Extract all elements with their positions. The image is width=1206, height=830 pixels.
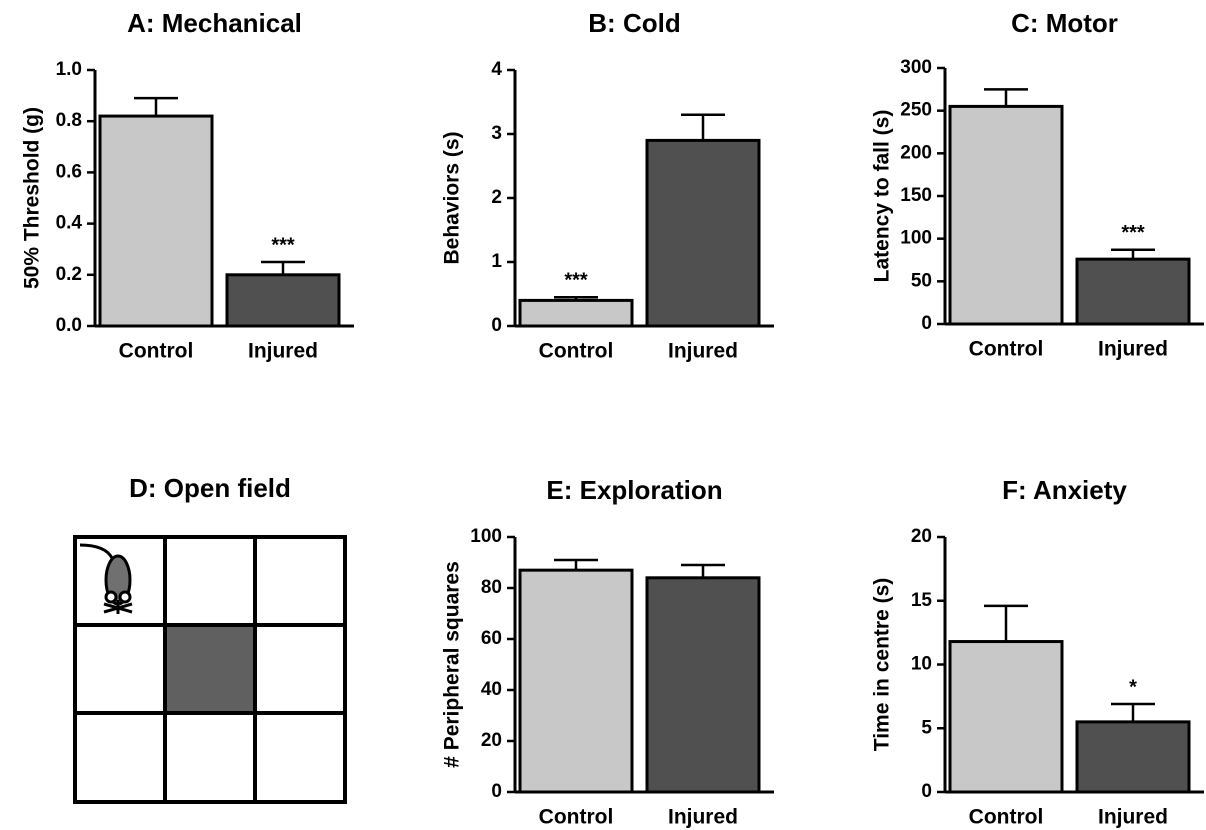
y-tick-label: 4 [491,59,502,80]
y-axis-label: Latency to fall (s) [871,110,894,283]
y-tick-label: 10 [911,654,932,675]
x-tick-label: Control [539,806,614,829]
x-tick-label: Injured [1098,338,1168,361]
bar [520,300,632,326]
open-field-diagram [75,537,345,802]
y-tick-label: 1 [491,251,502,272]
y-tick-label: 0.4 [56,213,83,234]
y-tick-label: 40 [481,679,502,700]
page: D: Open field A: Mechanical 50% Threshold… [0,0,1206,830]
bar [647,140,759,326]
y-tick-label: 20 [911,526,932,547]
bar [520,570,632,792]
y-tick-label: 200 [900,142,932,163]
x-tick-label: Control [969,338,1044,361]
y-tick-label: 5 [921,717,932,738]
x-tick-label: Control [539,340,614,363]
bar [227,275,339,326]
x-tick-label: Injured [248,340,318,363]
y-axis-label: 50% Threshold (g) [21,107,44,289]
bar [950,642,1062,792]
y-axis-label: Behaviors (s) [441,131,464,264]
y-tick-label: 0 [491,315,502,336]
y-tick-label: 100 [470,526,502,547]
x-tick-label: Injured [1098,806,1168,829]
y-tick-label: 0.6 [56,161,82,182]
panel-title: D: Open field [129,473,291,503]
panel-title: A: Mechanical [127,8,302,38]
y-tick-label: 0.0 [56,315,82,336]
y-tick-label: 0.2 [56,264,82,285]
y-tick-label: 20 [481,730,502,751]
y-tick-label: 80 [481,577,502,598]
x-tick-label: Injured [668,806,738,829]
y-tick-label: 100 [900,228,932,249]
panel-title: E: Exploration [546,475,722,505]
x-tick-label: Control [969,806,1044,829]
y-tick-label: 0 [921,313,932,334]
y-tick-label: 15 [911,590,933,611]
y-tick-label: 60 [481,628,502,649]
bar [100,116,212,326]
bar [647,578,759,792]
mouse-ear [106,592,116,602]
y-tick-label: 300 [900,57,932,78]
y-axis-label: # Peripheral squares [441,561,464,768]
mouse-ear [120,592,130,602]
y-tick-label: 250 [900,100,932,121]
mouse-icon [80,545,132,614]
significance-label: * [1129,676,1137,698]
x-tick-label: Injured [668,340,738,363]
y-tick-label: 0 [921,781,932,802]
figure: D: Open field A: Mechanical 50% Threshold… [0,0,1206,830]
y-tick-label: 3 [491,123,502,144]
bar [1077,259,1189,324]
y-tick-label: 1.0 [56,59,82,80]
mouse-tail [80,545,112,558]
y-axis-label: Time in centre (s) [871,578,894,752]
bar [1077,722,1189,792]
panel-title: F: Anxiety [1002,475,1127,505]
x-tick-label: Control [119,340,194,363]
centre-square [165,625,255,713]
y-tick-label: 0 [491,781,502,802]
y-tick-label: 50 [911,270,932,291]
significance-label: *** [1121,222,1145,244]
panel-title: B: Cold [588,8,680,38]
bar [950,106,1062,324]
y-tick-label: 150 [900,185,932,206]
panel-title: C: Motor [1011,8,1118,38]
y-tick-label: 2 [491,187,502,208]
significance-label: *** [564,269,588,291]
y-tick-label: 0.8 [56,110,82,131]
significance-label: *** [271,234,295,256]
